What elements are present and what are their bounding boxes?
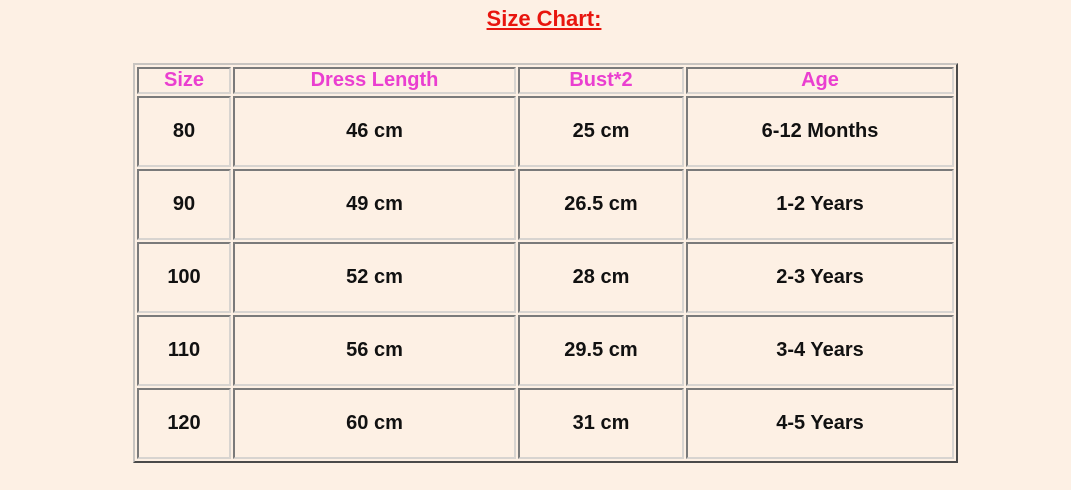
cell-age: 2-3 Years <box>686 242 954 313</box>
cell-dress-length: 49 cm <box>233 169 516 240</box>
cell-size: 120 <box>137 388 231 459</box>
header-bust: Bust*2 <box>518 67 684 94</box>
cell-dress-length: 46 cm <box>233 96 516 167</box>
header-age: Age <box>686 67 954 94</box>
cell-bust: 26.5 cm <box>518 169 684 240</box>
cell-size: 110 <box>137 315 231 386</box>
table-row: 90 49 cm 26.5 cm 1-2 Years <box>137 169 954 240</box>
table-row: 80 46 cm 25 cm 6-12 Months <box>137 96 954 167</box>
header-row: Size Dress Length Bust*2 Age <box>137 67 954 94</box>
cell-bust: 31 cm <box>518 388 684 459</box>
table-row: 100 52 cm 28 cm 2-3 Years <box>137 242 954 313</box>
cell-bust: 25 cm <box>518 96 684 167</box>
header-dress-length: Dress Length <box>233 67 516 94</box>
cell-size: 100 <box>137 242 231 313</box>
table-row: 120 60 cm 31 cm 4-5 Years <box>137 388 954 459</box>
table-row: 110 56 cm 29.5 cm 3-4 Years <box>137 315 954 386</box>
header-size: Size <box>137 67 231 94</box>
cell-age: 3-4 Years <box>686 315 954 386</box>
cell-size: 90 <box>137 169 231 240</box>
cell-bust: 29.5 cm <box>518 315 684 386</box>
cell-size: 80 <box>137 96 231 167</box>
cell-age: 4-5 Years <box>686 388 954 459</box>
cell-dress-length: 60 cm <box>233 388 516 459</box>
size-chart-table: Size Dress Length Bust*2 Age 80 46 cm 25 c… <box>133 63 958 463</box>
cell-dress-length: 56 cm <box>233 315 516 386</box>
cell-age: 1-2 Years <box>686 169 954 240</box>
cell-age: 6-12 Months <box>686 96 954 167</box>
size-chart-title: Size Chart: <box>486 6 602 31</box>
cell-bust: 28 cm <box>518 242 684 313</box>
cell-dress-length: 52 cm <box>233 242 516 313</box>
